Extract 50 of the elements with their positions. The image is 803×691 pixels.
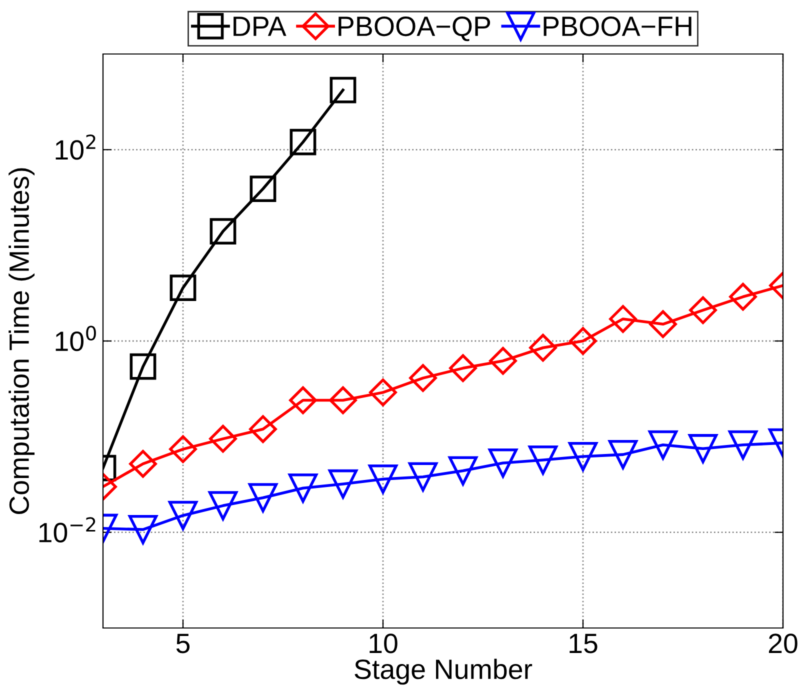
point [608,440,638,470]
y-axis-title: Computation Time (Minutes) [8,168,35,514]
point [729,282,757,311]
point [368,464,398,494]
y-tick-label: 10$^{−2}$ [39,517,96,542]
point [689,296,717,324]
point [328,469,358,499]
point [288,474,318,503]
point [609,305,637,333]
legend-label: PBOOA−FH [544,16,692,36]
point [449,354,477,382]
point [289,386,317,414]
y-tick-label: 10$^{2}$ [56,134,96,160]
point [649,310,677,338]
point [648,430,678,460]
point [568,442,598,472]
point [249,415,277,444]
point [728,430,758,460]
point [488,448,518,478]
point [329,386,357,414]
point [529,334,557,362]
point [209,424,237,453]
point [170,274,196,301]
point [369,378,397,406]
x-tick-label: 15 [570,634,598,654]
x-tick-label: 5 [176,634,190,654]
point [129,450,157,478]
point [290,128,316,156]
point [688,434,718,464]
point [210,218,236,245]
point [248,483,278,512]
point [169,435,197,464]
x-tick-label: 20 [768,634,798,654]
point [208,491,238,520]
point [408,462,438,492]
point [130,353,156,380]
point [489,346,517,375]
point [330,76,356,104]
x-axis-title: Stage Number [354,658,532,685]
point [528,445,558,475]
point [409,364,437,392]
legend-label: DPA [234,16,286,36]
point [448,456,478,486]
point [128,514,158,544]
point [569,327,597,355]
legend-label: PBOOA−QP [338,16,490,42]
point [168,500,198,530]
point [250,176,276,202]
x-tick-label: 10 [370,634,398,654]
y-tick-label: 10$^{0}$ [56,326,96,352]
